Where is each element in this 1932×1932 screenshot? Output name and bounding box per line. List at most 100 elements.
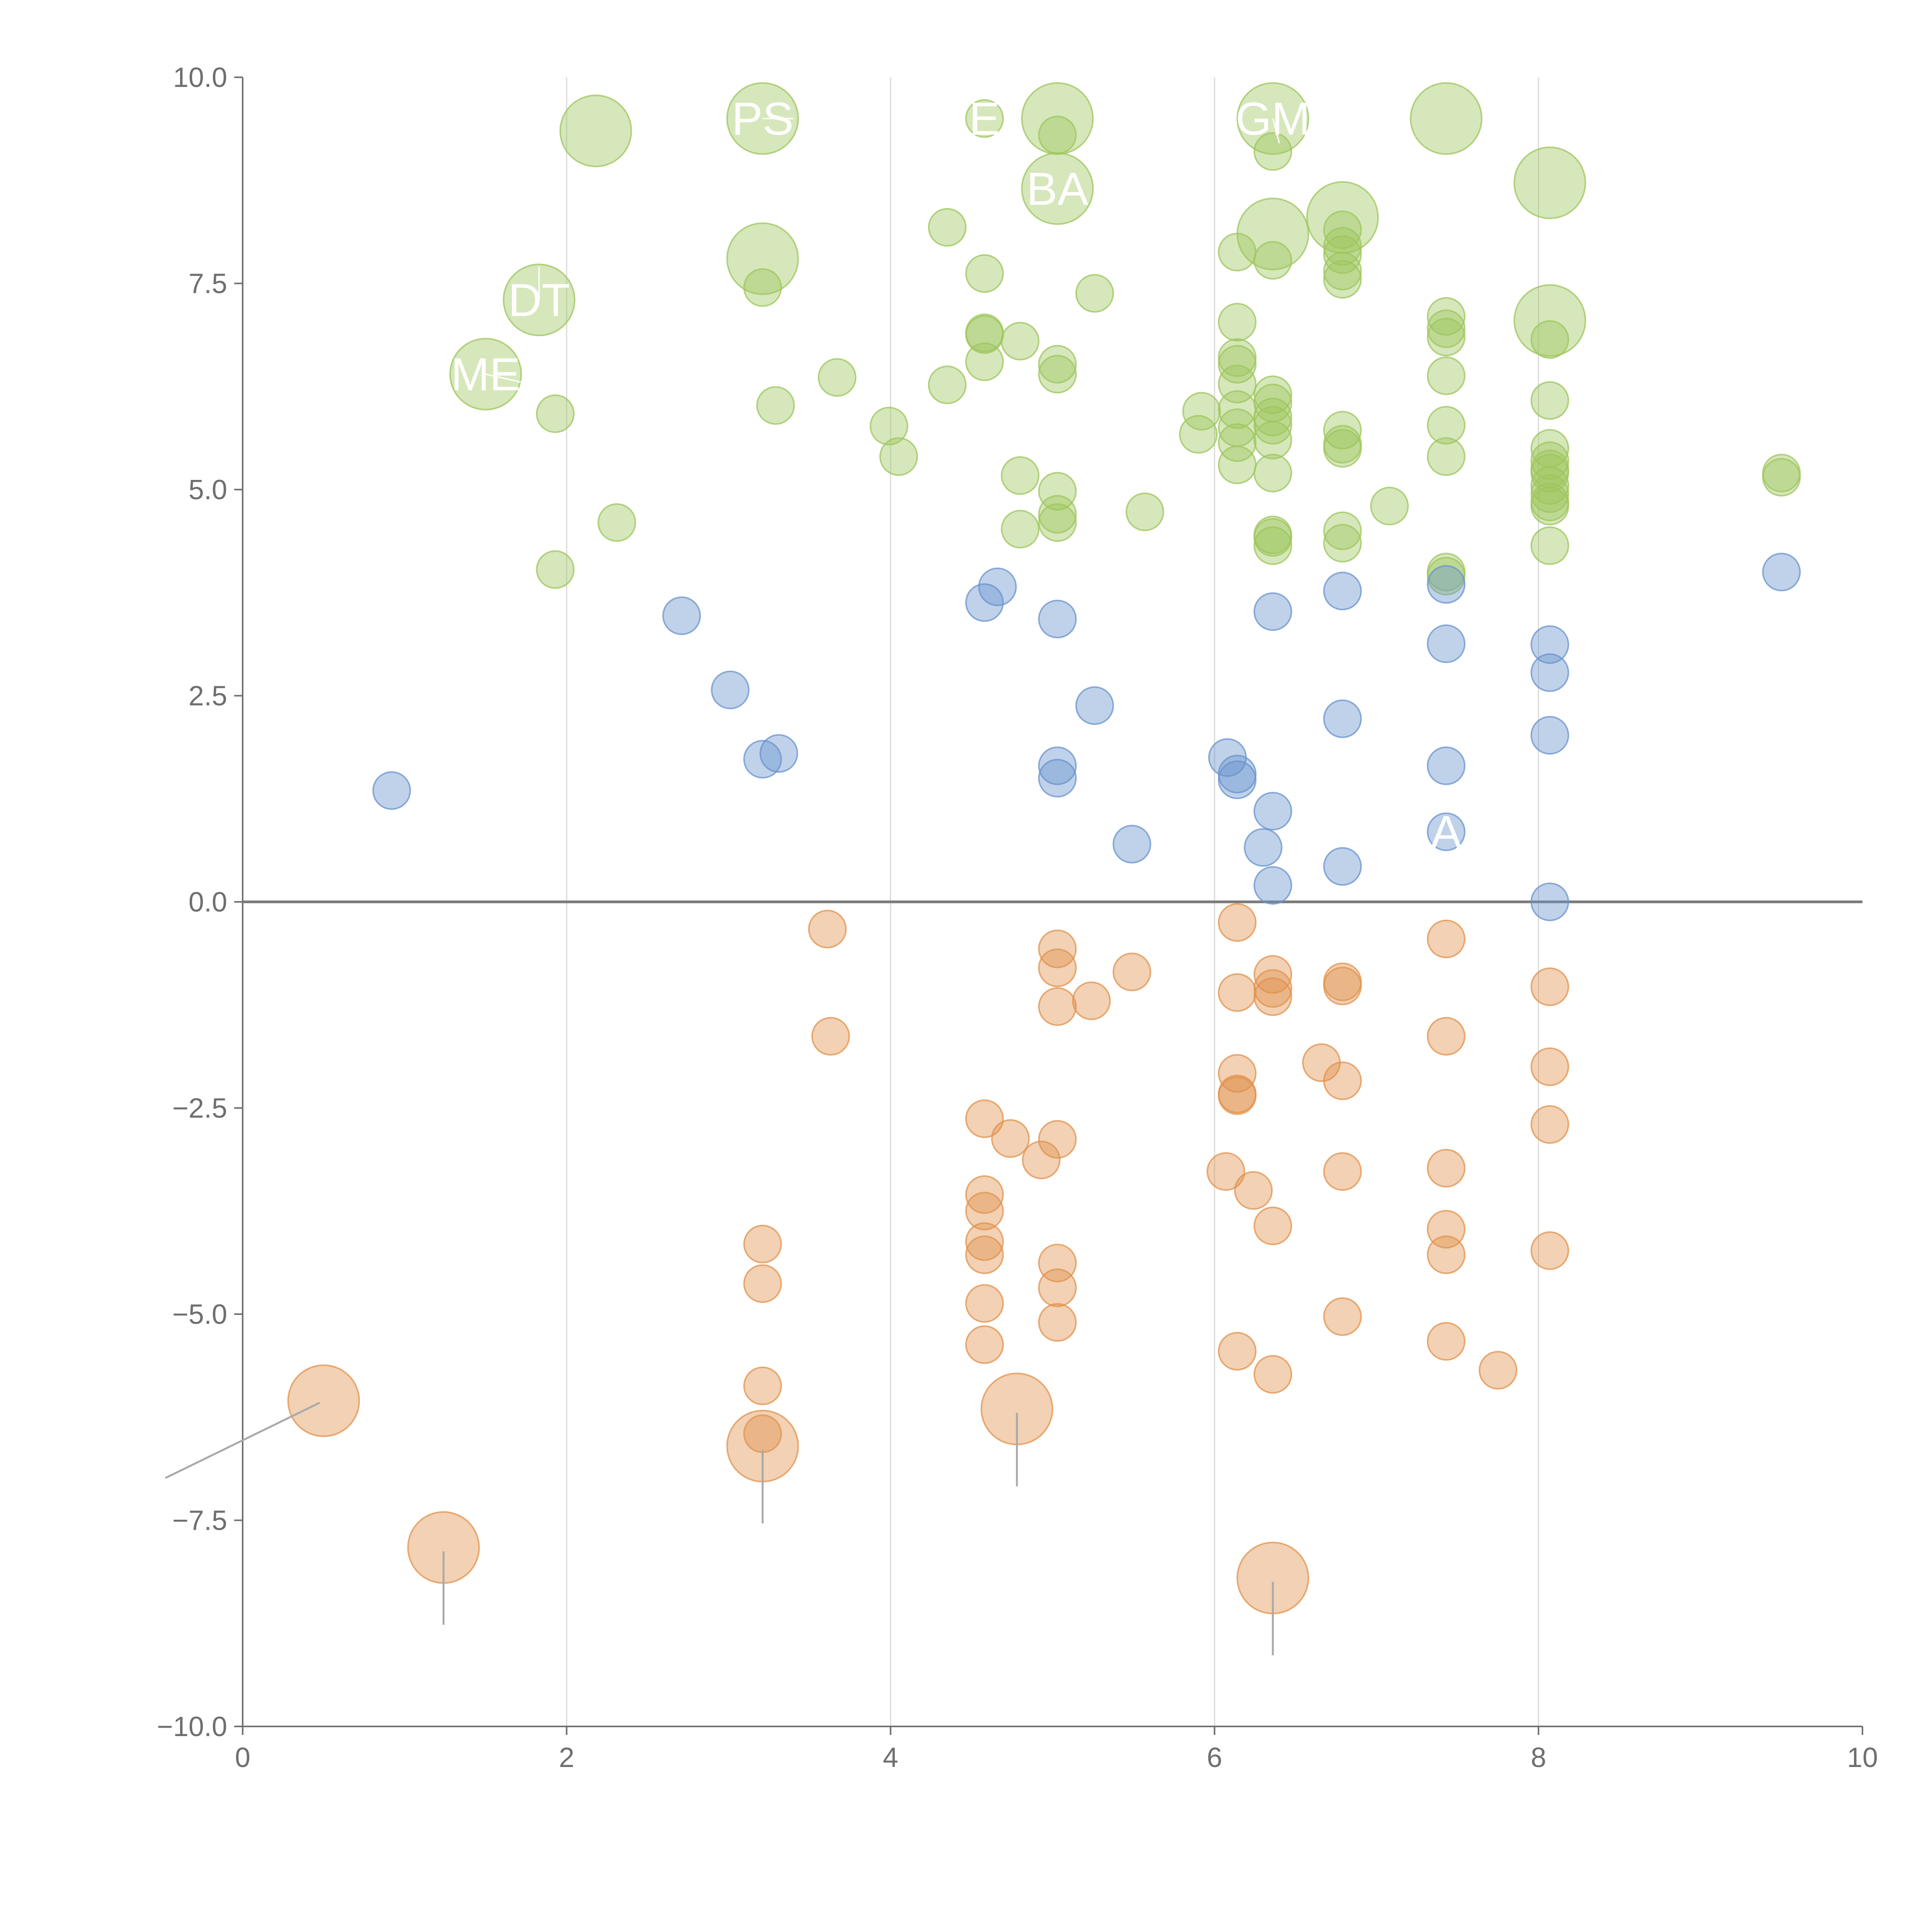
annotation-label: DT [508, 274, 570, 326]
negative-bubble [743, 1264, 782, 1303]
negative-bubble [1112, 952, 1151, 992]
negative-bubble [1218, 1054, 1257, 1093]
positive_high-bubble [1530, 486, 1569, 526]
positive_high-bubble [1427, 406, 1466, 445]
positive_low-bubble [743, 740, 782, 779]
positive_high-bubble [1427, 437, 1466, 476]
positive_high-bubble [1530, 454, 1569, 493]
positive_high-bubble [1530, 526, 1569, 565]
negative-bubble [991, 1119, 1030, 1158]
positive_high-bubble [1427, 557, 1466, 596]
positive_high-bubble [928, 208, 967, 247]
positive_low-bubble [965, 583, 1004, 622]
positive_high-bubble [1218, 345, 1257, 384]
positive_high-bubble [1530, 320, 1569, 359]
negative-bubble [965, 1099, 1004, 1138]
positive_low-bubble [711, 670, 750, 709]
negative-bubble [1427, 1235, 1466, 1274]
positive_high-bubble [1323, 429, 1362, 468]
positive_low-bubble [1427, 624, 1466, 663]
negative-bubble [1427, 1322, 1466, 1361]
positive_low-bubble [1530, 653, 1569, 692]
annotation-label: A [1431, 806, 1462, 858]
positive_high-bubble [818, 358, 857, 397]
positive_high-bubble [1253, 518, 1293, 557]
negative-bubble [1323, 1061, 1362, 1100]
positive_low-bubble [1218, 760, 1257, 799]
annotation-label: BA [1027, 163, 1088, 215]
positive_high-bubble [1253, 454, 1293, 493]
negative-bubble [1323, 966, 1362, 1005]
x-tick-label: 10 [1847, 1742, 1878, 1773]
positive_low-bubble [1038, 746, 1077, 785]
negative-bubble [1253, 1355, 1293, 1394]
negative-bubble [1038, 1120, 1077, 1159]
positive_high-bubble [869, 406, 908, 446]
positive_low-bubble [662, 596, 701, 635]
positive_high-bubble [1253, 398, 1293, 437]
positive_high-bubble [726, 222, 799, 295]
x-tick-label: 6 [1207, 1742, 1222, 1773]
negative-bubble [1072, 981, 1111, 1020]
positive_low-bubble [1253, 866, 1293, 905]
positive_high-bubble [1427, 318, 1466, 357]
leader-line [165, 1401, 320, 1479]
negative-bubble [743, 1414, 782, 1453]
positive_high-bubble [1218, 303, 1257, 342]
negative-bubble [1530, 1047, 1569, 1086]
positive_low-bubble [1323, 699, 1362, 738]
positive_low-bubble [1427, 812, 1466, 851]
negative-bubble [811, 1017, 850, 1056]
positive_high-bubble [1218, 423, 1257, 462]
positive_high-bubble [1323, 524, 1362, 563]
negative-bubble [1038, 1268, 1077, 1307]
positive_high-bubble [1001, 510, 1040, 549]
negative-bubble [965, 1222, 1004, 1261]
negative-bubble [743, 1225, 782, 1264]
positive_low-bubble [1253, 792, 1293, 831]
positive_low-bubble [1530, 883, 1569, 921]
negative-bubble [1530, 1231, 1569, 1270]
negative-bubble [1206, 1152, 1245, 1191]
negative-bubble [1323, 1152, 1362, 1191]
positive_low-bubble [1075, 686, 1114, 725]
positive_low-bubble [1112, 825, 1151, 864]
positive_low-bubble [1530, 625, 1569, 664]
positive_high-bubble [536, 550, 575, 589]
positive_low-bubble [1427, 746, 1466, 785]
positive_low-bubble [1253, 592, 1293, 631]
positive_high-bubble [1001, 456, 1040, 495]
negative-bubble [965, 1284, 1004, 1323]
x-tick-label: 4 [883, 1742, 898, 1773]
negative-bubble [808, 910, 847, 949]
positive_high-bubble [928, 365, 967, 404]
positive_high-bubble [1530, 466, 1569, 505]
negative-bubble [1218, 903, 1257, 942]
negative-bubble [1253, 977, 1293, 1016]
annotations: DT ME PS E BA GM A [165, 93, 1462, 1655]
negative-bubble [1218, 1076, 1257, 1115]
positive_high-bubble [756, 386, 795, 425]
positive_high-bubble [1038, 355, 1077, 394]
annotation-label: ME [451, 349, 520, 400]
negative-bubble [965, 1235, 1004, 1274]
positive_high-bubble [536, 394, 575, 433]
positive_high-bubble [1125, 492, 1164, 531]
negative-bubble [1038, 948, 1077, 987]
positive_high-bubble [879, 437, 918, 476]
negative-bubble [1530, 1105, 1569, 1144]
positive_high-bubble [1038, 116, 1077, 155]
positive_high-bubble [1323, 511, 1362, 550]
axes: 0 2 4 6 8 10 10.0 7.5 5.0 2.5 0.0 −2.5 −5.0 −7.5 −10.0 [157, 62, 1878, 1773]
negative-bubble [965, 1175, 1004, 1214]
annotation-label: PS [732, 93, 794, 145]
positive_high-bubble [1323, 260, 1362, 299]
positive_low-bubble [1038, 600, 1077, 639]
positive_high-bubble [559, 94, 632, 167]
positive_high-bubble [1253, 375, 1293, 414]
y-tick-label: −2.5 [172, 1093, 227, 1124]
positive_high-bubble [1530, 381, 1569, 420]
positive_high-bubble [965, 254, 1004, 293]
negative-bubble [1427, 1149, 1466, 1188]
positive_low-bubble [1038, 759, 1077, 798]
